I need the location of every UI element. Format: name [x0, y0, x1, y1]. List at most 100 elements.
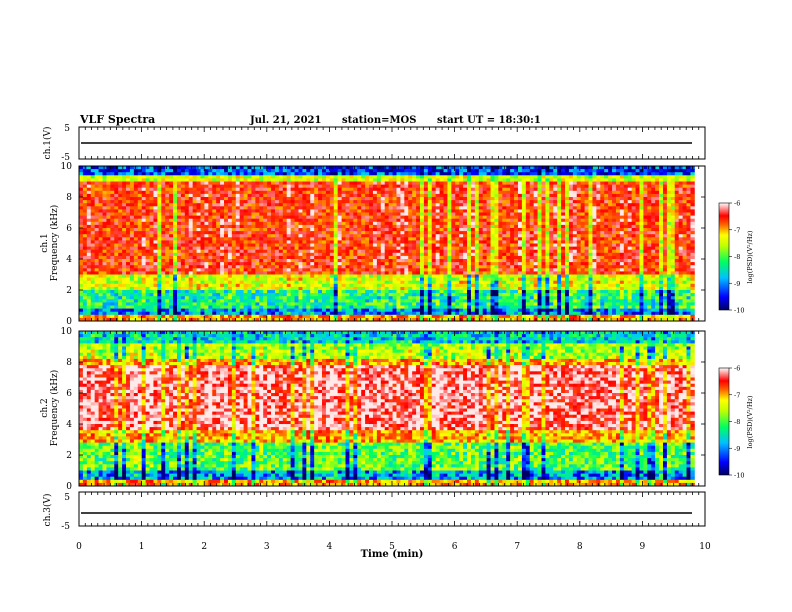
spectrogram-cell — [145, 246, 150, 251]
spectrogram-cell — [427, 290, 433, 294]
spectrogram-cell — [427, 184, 433, 189]
spectrogram-cell — [463, 280, 468, 285]
spectrogram-cell — [137, 221, 143, 226]
spectrogram-cell — [94, 184, 99, 189]
spectrogram-cell — [349, 262, 354, 266]
spectrogram-cell — [216, 181, 221, 185]
spectrogram-cell — [133, 314, 139, 319]
spectrogram-cell — [196, 203, 201, 207]
spectrogram-cell — [231, 268, 237, 272]
spectrogram-cell — [435, 274, 440, 278]
spectrogram-cell — [98, 200, 103, 204]
spectrogram-cell — [419, 212, 425, 216]
spectrogram-cell — [322, 231, 327, 235]
spectrogram-cell — [243, 221, 248, 226]
spectrogram-cell — [204, 172, 209, 176]
spectrogram-cell — [137, 293, 143, 297]
spectrogram-cell — [282, 212, 288, 216]
spectrogram-cell — [286, 246, 292, 251]
spectrogram-cell — [302, 197, 307, 201]
spectrogram-cell — [294, 240, 299, 244]
spectrogram-cell — [392, 277, 397, 282]
spectrogram-cell — [243, 299, 248, 303]
spectrogram-cell — [110, 166, 115, 170]
spectrogram-cell — [290, 286, 295, 291]
spectrogram-cell — [106, 249, 111, 254]
spectrogram-cell — [122, 277, 127, 282]
spectrogram-cell — [239, 228, 245, 232]
spectrogram-cell — [302, 243, 307, 247]
spectrogram-cell — [314, 221, 319, 226]
spectrogram-cell — [98, 252, 103, 257]
spectrogram-cell — [192, 215, 197, 220]
spectrogram-cell — [231, 215, 237, 220]
spectrogram-cell — [235, 231, 241, 235]
spectrogram-cell — [153, 228, 158, 232]
spectrogram-cell — [435, 302, 440, 306]
spectrogram-cell — [216, 172, 221, 176]
spectrogram-cell — [423, 302, 429, 306]
spectrogram-cell — [243, 305, 248, 309]
spectrogram-cell — [353, 193, 358, 198]
spectrogram-cell — [310, 166, 315, 170]
spectrogram-cell — [314, 240, 319, 244]
spectrogram-cell — [392, 218, 397, 223]
spectrogram-cell — [314, 277, 319, 282]
spectrogram-cell — [431, 317, 437, 322]
spectrogram-cell — [157, 290, 162, 294]
spectrogram-cell — [298, 302, 303, 306]
spectrogram-cell — [227, 280, 233, 285]
spectrogram-cell — [184, 246, 190, 251]
spectrogram-cell — [443, 228, 448, 232]
spectrogram-cell — [329, 277, 335, 282]
spectrogram-cell — [196, 175, 201, 179]
spectrogram-cell — [282, 197, 288, 201]
spectrogram-cell — [231, 262, 237, 266]
spectrogram-cell — [227, 262, 233, 266]
spectrogram-cell — [467, 271, 472, 275]
spectrogram-cell — [227, 237, 233, 241]
spectrogram-cell — [106, 172, 111, 176]
spectrogram-cell — [145, 190, 150, 195]
spectrogram-cell — [286, 265, 292, 269]
spectrogram-cell — [86, 283, 92, 288]
spectrogram-cell — [423, 268, 429, 272]
spectrogram-cell — [439, 221, 444, 226]
spectrogram-cell — [372, 314, 378, 319]
spectrogram-cell — [376, 203, 382, 207]
spectrogram-cell — [349, 221, 354, 226]
spectrogram-cell — [290, 317, 295, 322]
spectrogram-cell — [427, 172, 433, 176]
spectrogram-cell — [267, 197, 272, 201]
spectrogram-cell — [122, 290, 127, 294]
spectrogram-cell — [243, 212, 248, 216]
spectrogram-cell — [419, 218, 425, 223]
spectrogram-cell — [255, 305, 260, 309]
spectrogram-cell — [286, 193, 292, 198]
spectrogram-cell — [118, 274, 123, 278]
spectrogram-cell — [274, 255, 280, 260]
spectrogram-cell — [192, 314, 197, 319]
spectrogram-cell — [459, 197, 464, 201]
spectrogram-cell — [349, 283, 354, 288]
spectrogram-cell — [459, 311, 464, 316]
spectrogram-cell — [180, 228, 186, 232]
spectrogram-cell — [388, 277, 393, 282]
spectrogram-cell — [294, 178, 299, 182]
spectrogram-cell — [408, 308, 413, 313]
spectrogram-cell — [231, 280, 237, 285]
spectrogram-cell — [372, 215, 378, 220]
spectrogram-cell — [126, 314, 131, 319]
spectrogram-cell — [137, 283, 143, 288]
spectrogram-cell — [196, 305, 201, 309]
spectrogram-cell — [239, 311, 245, 316]
spectrogram-cell — [90, 169, 96, 173]
spectrogram-cell — [404, 234, 409, 238]
spectrogram-cell — [145, 175, 150, 179]
spectrogram-cell — [145, 200, 150, 204]
figure-title: VLF Spectra — [79, 113, 155, 126]
spectrogram-cell — [419, 314, 425, 319]
spectrogram-cell — [243, 190, 248, 195]
spectrogram-cell — [106, 280, 111, 285]
